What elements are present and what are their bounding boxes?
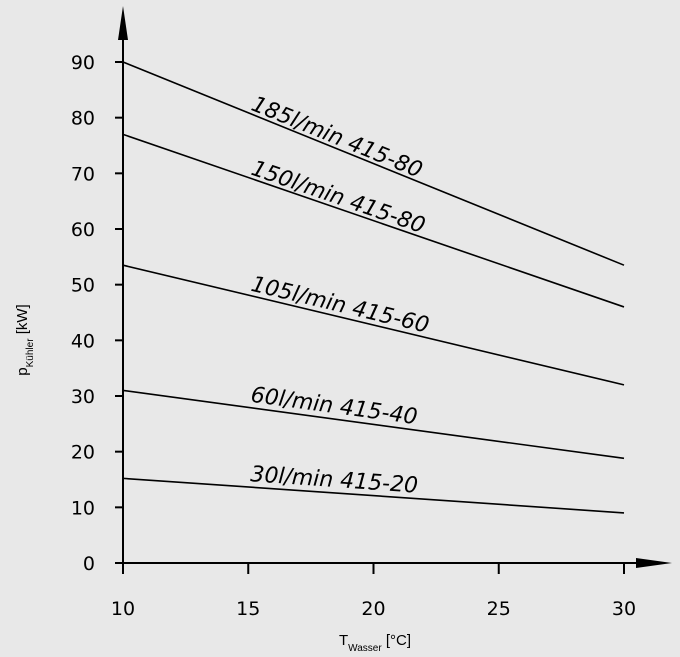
x-axis-title: TWasser [°C] [339, 632, 411, 654]
y-tick-label: 30 [71, 386, 95, 408]
y-tick-label: 90 [71, 52, 95, 74]
y-axis-title: pKühler [kW] [14, 304, 36, 375]
series-lines [122, 61, 625, 514]
ticks: 0 10 20 30 40 50 60 70 80 90 10 15 20 25 30 [71, 52, 636, 620]
y-tick-label: 50 [71, 275, 95, 297]
axes [118, 6, 672, 568]
y-tick-label: 20 [71, 442, 95, 464]
y-tick-label: 60 [71, 219, 95, 241]
series-line [122, 264, 625, 386]
x-tick-label: 15 [236, 598, 260, 620]
y-tick-label: 40 [71, 330, 95, 352]
y-axis-title-unit: [kW] [14, 304, 31, 338]
x-axis-title-sub: Wasser [348, 643, 382, 654]
series-line [122, 389, 625, 460]
x-axis-arrow [636, 558, 672, 568]
y-tick-label: 80 [71, 108, 95, 130]
series-label: 60l/min 415-40 [249, 383, 419, 430]
y-tick-label: 0 [83, 553, 95, 575]
series-label: 105l/min 415-60 [249, 272, 432, 339]
series-line [122, 61, 625, 266]
x-tick-label: 20 [361, 598, 385, 620]
y-axis-title-main: p [14, 367, 31, 375]
series-line [122, 133, 625, 308]
x-tick-label: 25 [487, 598, 511, 620]
y-axis-title-sub: Kühler [25, 338, 36, 368]
x-axis-title-main: T [339, 632, 348, 649]
y-tick-label: 70 [71, 163, 95, 185]
x-tick-label: 10 [111, 598, 135, 620]
x-tick-label: 30 [612, 598, 636, 620]
y-tick-label: 10 [71, 497, 95, 519]
series-line [122, 477, 625, 514]
x-axis-title-unit: [°C] [382, 632, 411, 649]
y-axis-arrow [118, 6, 128, 40]
